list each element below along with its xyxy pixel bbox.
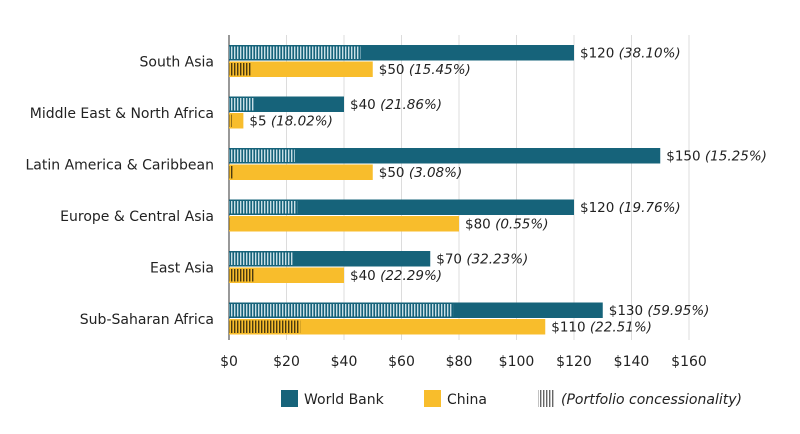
world-bank-concessionality-hatch [229,252,294,265]
china-value-label: $5 (18.02%) [249,114,333,130]
china-concessionality-pct: (22.51%) [590,320,652,336]
world-bank-amount: $120 [580,46,619,62]
x-tick-label: $40 [331,354,358,370]
china-amount: $5 [249,114,270,130]
world-bank-amount: $120 [580,200,619,216]
world-bank-concessionality-pct: (59.95%) [647,303,709,319]
china-bar [229,267,344,283]
world-bank-value-label: $120 (38.10%) [580,46,681,62]
china-value-label: $50 (3.08%) [379,165,462,181]
x-tick-label: $160 [671,354,707,370]
china-concessionality-hatch [229,63,252,76]
category-label: East Asia [150,261,214,277]
china-concessionality-pct: (15.45%) [409,62,471,78]
china-amount: $40 [350,268,380,284]
x-tick-label: $60 [388,354,415,370]
china-value-label: $110 (22.51%) [551,320,652,336]
category-label: Sub-Saharan Africa [80,312,214,328]
world-bank-value-label: $150 (15.25%) [666,149,767,165]
world-bank-value-label: $120 (19.76%) [580,200,681,216]
china-value-label: $50 (15.45%) [379,62,471,78]
labels: South Asia $120 (38.10%) $50 (15.45%) Middl… [26,46,767,336]
china-bar [229,216,459,232]
china-concessionality-pct: (3.08%) [409,165,462,181]
world-bank-concessionality-pct: (32.23%) [466,252,528,268]
x-tick-label: $100 [499,354,535,370]
x-axis: $0 $20 $40 $60 $80 $100 $120 $140 $160 [220,354,707,370]
china-concessionality-hatch [229,166,234,179]
legend-swatch-wb [281,390,298,407]
world-bank-bar [229,148,661,164]
legend-label-wb: World Bank [304,392,385,408]
legend: World Bank China (Portfolio concessionalit… [281,390,742,408]
world-bank-amount: $150 [666,149,705,165]
china-amount: $50 [379,62,409,78]
world-bank-concessionality-pct: (21.86%) [380,97,442,113]
china-amount: $110 [551,320,590,336]
world-bank-value-label: $40 (21.86%) [350,97,442,113]
legend-label-cn: China [447,392,487,408]
china-amount: $50 [379,165,409,181]
china-value-label: $40 (22.29%) [350,268,442,284]
category-label: Middle East & North Africa [30,106,214,122]
category-label: Europe & Central Asia [60,209,214,225]
world-bank-concessionality-pct: (19.76%) [619,200,681,216]
china-concessionality-hatch [229,269,255,282]
world-bank-concessionality-pct: (15.25%) [705,149,767,165]
world-bank-concessionality-hatch [229,304,454,317]
china-bar [229,113,244,129]
world-bank-amount: $130 [609,303,648,319]
world-bank-bar [229,96,344,112]
x-tick-label: $80 [446,354,473,370]
gridlines [228,35,690,340]
world-bank-concessionality-hatch [229,98,255,111]
world-bank-concessionality-hatch [229,201,298,214]
china-concessionality-hatch [229,114,232,127]
world-bank-concessionality-hatch [229,149,295,162]
x-tick-label: $0 [220,354,238,370]
china-bar [229,164,373,180]
world-bank-value-label: $130 (59.95%) [609,303,710,319]
china-concessionality-hatch [229,320,301,333]
china-bar [229,61,373,77]
world-bank-bar [229,199,574,215]
china-concessionality-pct: (22.29%) [380,268,442,284]
china-value-label: $80 (0.55%) [465,217,548,233]
china-concessionality-hatch [229,217,231,230]
world-bank-amount: $40 [350,97,380,113]
world-bank-concessionality-pct: (38.10%) [619,46,681,62]
china-amount: $80 [465,217,495,233]
category-label: Latin America & Caribbean [26,158,215,174]
x-tick-label: $120 [556,354,592,370]
bars [229,45,661,335]
world-bank-concessionality-hatch [229,46,361,59]
legend-swatch-pc [538,390,555,407]
world-bank-amount: $70 [436,252,466,268]
china-bar [229,319,546,335]
world-bank-value-label: $70 (32.23%) [436,252,528,268]
legend-swatch-cn [424,390,441,407]
legend-label-pc: (Portfolio concessionality) [561,392,742,408]
x-tick-label: $140 [614,354,650,370]
x-tick-label: $20 [273,354,300,370]
china-concessionality-pct: (18.02%) [271,114,333,130]
china-concessionality-pct: (0.55%) [495,217,548,233]
category-label: South Asia [140,55,214,71]
